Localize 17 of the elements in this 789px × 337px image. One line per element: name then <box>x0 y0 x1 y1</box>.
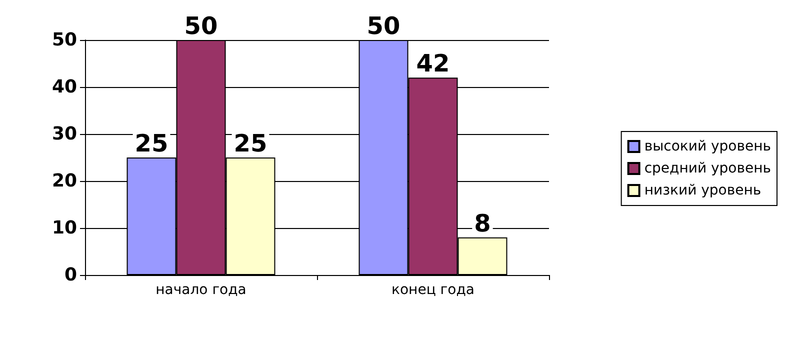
legend-label: низкий уровень <box>644 182 762 198</box>
legend-label: средний уровень <box>644 160 772 176</box>
y-tick-label: 20 <box>52 170 77 192</box>
data-label: 50 <box>184 12 218 40</box>
data-label: 25 <box>134 130 168 158</box>
data-label: 50 <box>366 12 400 40</box>
y-tick-label: 10 <box>52 218 77 238</box>
data-label: 8 <box>474 209 491 238</box>
y-tick-label: 0 <box>64 264 77 286</box>
x-tick-label: начало года <box>156 282 246 298</box>
legend-label: высокий уровень <box>644 138 772 154</box>
y-tick-label: 50 <box>52 30 77 50</box>
data-label: 25 <box>234 130 268 158</box>
y-tick-label: 40 <box>52 76 77 98</box>
data-label: 42 <box>416 50 450 78</box>
y-tick-label: 30 <box>52 124 77 144</box>
x-tick-label: конец года <box>392 282 474 298</box>
